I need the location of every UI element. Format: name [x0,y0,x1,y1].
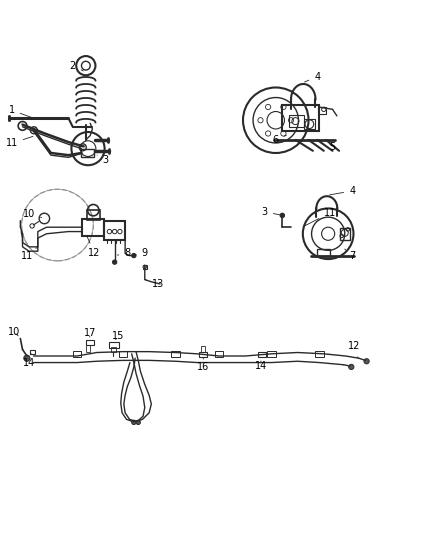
Text: 5: 5 [329,142,336,152]
Bar [289,115,304,127]
Bar [86,340,94,345]
Bar [86,345,90,352]
Bar [267,351,276,357]
Bar [201,346,205,352]
Circle shape [132,420,136,425]
Bar [81,149,94,157]
Bar [119,351,127,357]
Bar [143,265,147,269]
Bar [109,342,119,348]
Text: 16: 16 [197,358,209,372]
Text: 13: 13 [145,279,164,289]
Circle shape [113,260,117,264]
Text: 8: 8 [117,248,131,259]
Text: 14: 14 [23,354,35,368]
Text: 9: 9 [134,247,148,257]
Text: 11: 11 [6,136,33,148]
Circle shape [132,253,136,258]
Bar [340,228,350,240]
Bar [258,352,266,357]
Text: 11: 11 [304,208,336,226]
Bar [283,105,319,131]
Text: 12: 12 [87,236,101,259]
Bar [111,348,116,352]
Text: 4: 4 [304,71,320,82]
Text: 11: 11 [21,247,38,261]
Bar [315,351,324,357]
Text: 6: 6 [273,135,286,145]
Text: 3: 3 [262,207,280,217]
Circle shape [24,355,30,361]
Circle shape [280,213,285,217]
Bar [171,351,180,357]
Circle shape [364,359,369,364]
Bar [30,350,35,354]
Text: 2: 2 [70,61,83,71]
Text: 17: 17 [84,328,96,338]
Bar [73,351,81,357]
Text: 1: 1 [9,105,33,118]
Text: 10: 10 [8,327,20,337]
Bar [215,351,223,357]
Text: 3: 3 [97,155,109,165]
Text: 12: 12 [348,342,360,358]
Text: 4: 4 [329,186,355,196]
Circle shape [136,420,141,425]
Text: 15: 15 [112,332,124,341]
Bar [318,107,326,114]
Bar [304,119,315,129]
Text: 10: 10 [23,209,42,219]
Bar [199,352,207,357]
Circle shape [143,265,147,269]
Bar [87,210,100,220]
Text: 7: 7 [345,249,355,261]
Bar [104,221,125,240]
Circle shape [349,364,354,369]
Bar [82,220,104,236]
Bar [317,249,330,256]
Text: 14: 14 [255,361,267,370]
